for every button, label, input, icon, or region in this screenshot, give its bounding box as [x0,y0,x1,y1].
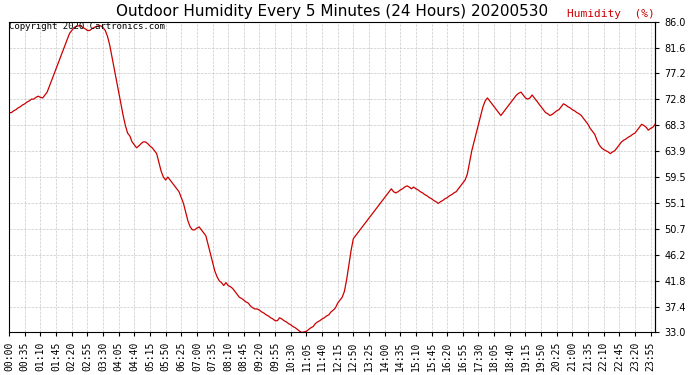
Text: Copyright 2020 Cartronics.com: Copyright 2020 Cartronics.com [9,22,165,31]
Title: Outdoor Humidity Every 5 Minutes (24 Hours) 20200530: Outdoor Humidity Every 5 Minutes (24 Hou… [116,4,548,19]
Text: Humidity  (%): Humidity (%) [567,9,655,19]
